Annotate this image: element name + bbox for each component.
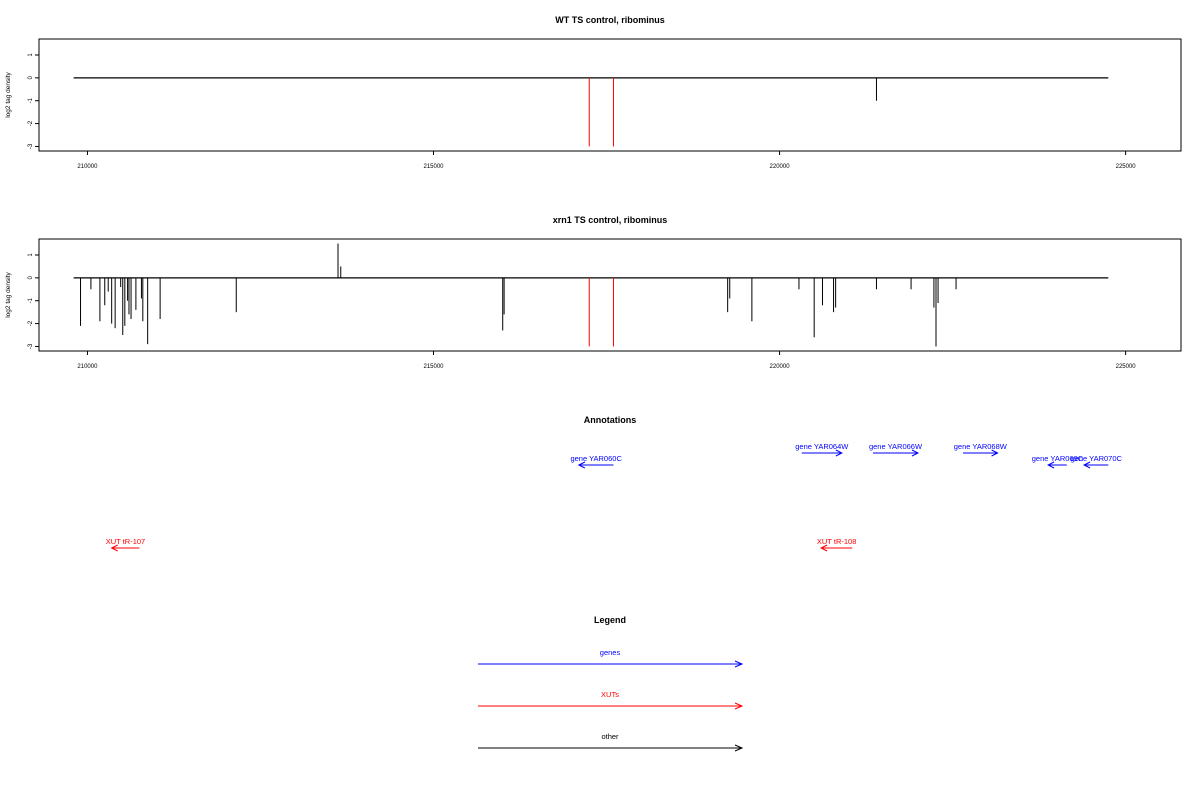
y-axis-label: log2 tag density (5, 71, 12, 117)
y-tick-label: 0 (28, 76, 34, 80)
x-tick-label: 215000 (423, 364, 444, 370)
legend-item: genes (478, 648, 744, 668)
wt-density-panel: WT TS control, ribominus log2 tag densit… (5, 15, 1182, 170)
arrowhead-icon (911, 449, 920, 457)
arrowhead-icon (835, 449, 843, 457)
feature-label: XUT tR-108 (817, 537, 856, 546)
y-axis: -3 -2 -1 0 1 (28, 53, 39, 149)
feature-label: gene YAR068W (954, 442, 1008, 451)
x-tick-label: 220000 (770, 164, 791, 170)
arrowhead-icon (819, 544, 828, 552)
annotations-title: Annotations (584, 415, 637, 425)
y-tick-label: -2 (28, 320, 34, 326)
annotation-feature: gene YAR060C (570, 454, 622, 469)
annotation-feature: gene YAR070C (1070, 454, 1123, 469)
arrowhead-icon (110, 544, 118, 552)
arrowhead-icon (734, 744, 744, 752)
annotation-feature: gene YAR068W (954, 442, 1008, 457)
xrn1-density-panel: xrn1 TS control, ribominus log2 tag dens… (5, 215, 1182, 370)
x-axis: 210000 215000 220000 225000 (77, 350, 1137, 370)
feature-label: gene YAR069C (1032, 454, 1084, 463)
legend: Legend genes XUTs other (478, 615, 744, 752)
annotation-features: gene YAR060C gene YAR064W gene YAR066W gene… (106, 442, 1123, 552)
panel-title: xrn1 TS control, ribominus (553, 215, 668, 225)
feature-label: gene YAR064W (795, 442, 849, 451)
x-tick-label: 225000 (1116, 164, 1137, 170)
y-axis: -3 -2 -1 0 1 (28, 253, 39, 349)
panel-title: WT TS control, ribominus (555, 15, 665, 25)
legend-label: other (601, 732, 619, 741)
legend-item: other (478, 732, 744, 752)
arrowhead-icon (734, 702, 744, 710)
legend-label: XUTs (601, 690, 619, 699)
annotation-feature: gene YAR064W (795, 442, 849, 457)
density-marks (73, 243, 1109, 347)
arrowhead-icon (1046, 461, 1055, 469)
legend-item: XUTs (478, 690, 744, 710)
plot-frame (38, 238, 1182, 352)
annotation-feature: XUT tR-108 (817, 537, 856, 552)
annotation-feature: gene YAR066W (869, 442, 923, 457)
density-marks (73, 77, 1109, 147)
x-axis: 210000 215000 220000 225000 (77, 150, 1137, 170)
arrowhead-icon (1082, 461, 1091, 469)
feature-label: XUT tR-107 (106, 537, 145, 546)
x-tick-label: 225000 (1116, 364, 1137, 370)
x-tick-label: 210000 (77, 164, 98, 170)
y-tick-label: 1 (28, 53, 34, 57)
plot-frame (38, 38, 1182, 152)
legend-label: genes (600, 648, 621, 657)
x-tick-label: 215000 (423, 164, 444, 170)
legend-title: Legend (594, 615, 626, 625)
annotation-feature: gene YAR069C (1032, 454, 1084, 469)
arrowhead-icon (734, 660, 744, 668)
y-tick-label: -3 (28, 143, 34, 149)
y-tick-label: 1 (28, 253, 34, 257)
arrowhead-icon (577, 461, 586, 469)
y-tick-label: -3 (28, 343, 34, 349)
y-tick-label: -2 (28, 120, 34, 126)
annotation-feature: XUT tR-107 (106, 537, 145, 552)
legend-items: genes XUTs other (478, 648, 744, 752)
feature-label: gene YAR070C (1070, 454, 1122, 463)
x-tick-label: 220000 (770, 364, 791, 370)
y-tick-label: -1 (28, 97, 34, 103)
x-tick-label: 210000 (77, 364, 98, 370)
y-tick-label: 0 (28, 276, 34, 280)
arrowhead-icon (991, 449, 999, 457)
y-tick-label: -1 (28, 297, 34, 303)
y-axis-label: log2 tag density (5, 271, 12, 317)
feature-label: gene YAR066W (869, 442, 923, 451)
feature-label: gene YAR060C (570, 454, 622, 463)
